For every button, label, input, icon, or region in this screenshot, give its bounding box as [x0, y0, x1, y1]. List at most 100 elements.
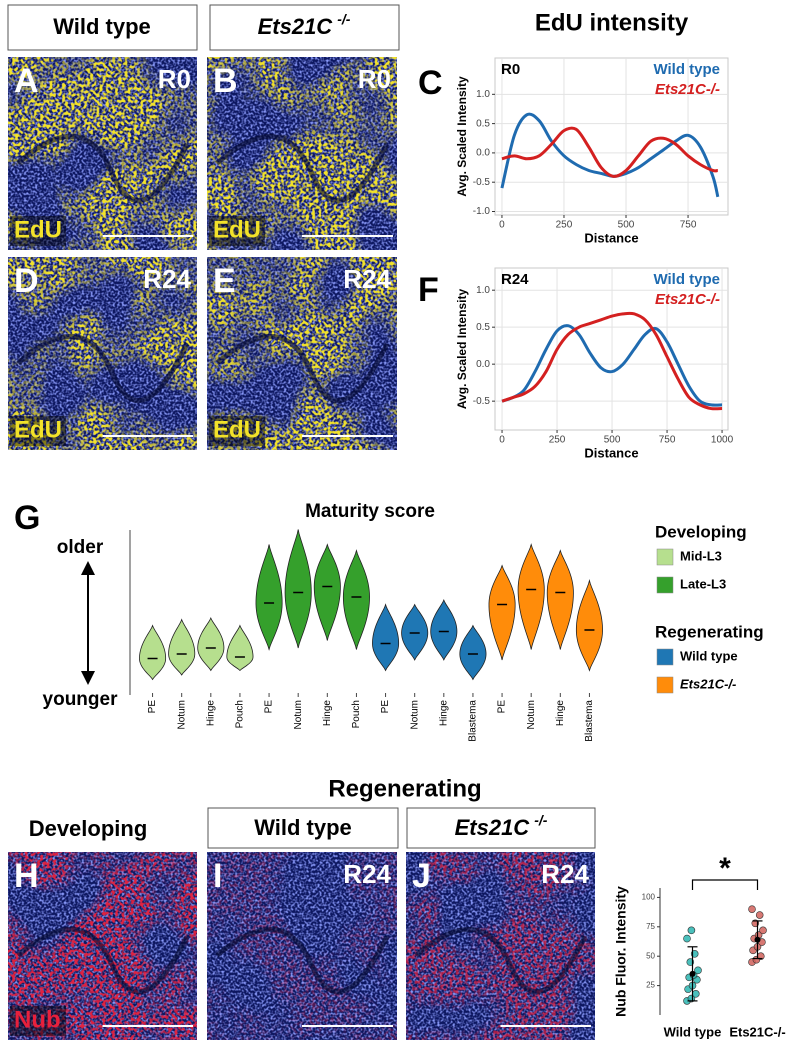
violin — [197, 617, 225, 672]
legend-title: Developing — [655, 522, 747, 541]
condition-label: R0 — [358, 64, 391, 94]
stain-label-bg — [209, 216, 265, 246]
header-mutant: Ets21C -/- — [455, 812, 548, 840]
x-tick-label: PE — [147, 700, 158, 714]
y-tick-label: 0.5 — [476, 118, 490, 129]
x-tick-label: Wild type — [664, 1024, 722, 1039]
header-wild-type: Wild type — [53, 14, 151, 39]
y-tick-label: 1.0 — [476, 89, 490, 100]
condition-label: R0 — [158, 64, 191, 94]
x-tick-label: Notum — [409, 700, 420, 729]
legend-label: Ets21C-/- — [680, 676, 736, 691]
x-tick-label: 750 — [680, 220, 697, 231]
series-line — [501, 311, 723, 411]
chart-title: Maturity score — [305, 501, 435, 522]
y-axis-label: Avg. Scaled Intensity — [455, 289, 469, 410]
stain-label-bg — [10, 216, 66, 246]
data-point — [748, 905, 756, 913]
legend-swatch — [656, 648, 674, 666]
gene-name: Ets21C — [258, 14, 334, 39]
x-tick-label: 1000 — [711, 435, 734, 446]
x-axis-label: Distance — [584, 230, 638, 245]
legend-title: Regenerating — [655, 622, 764, 641]
x-tick-label: 500 — [604, 435, 621, 446]
x-tick-label: Notum — [526, 700, 537, 729]
significance-bracket — [691, 879, 759, 890]
tissue-fold — [16, 927, 190, 995]
x-tick-label: PE — [380, 700, 391, 714]
violin — [517, 543, 545, 650]
stain-label-bg — [209, 416, 265, 446]
violin — [546, 549, 574, 650]
x-tick-label: 250 — [556, 220, 573, 231]
tissue-fold — [215, 334, 390, 403]
header-box — [7, 4, 198, 51]
y-top-label: older — [57, 537, 104, 558]
stain-label-bg — [10, 416, 66, 446]
header-box — [209, 4, 400, 51]
legend-label: Wild type — [653, 271, 720, 288]
data-point — [755, 911, 764, 919]
x-tick-label: PE — [264, 700, 275, 714]
x-tick-label: PE — [497, 700, 508, 714]
y-tick-label: 0.0 — [476, 148, 490, 159]
y-axis-label: Nub Fluor. Intensity — [613, 886, 629, 1017]
series-line — [501, 126, 719, 178]
x-tick-label: 500 — [618, 220, 635, 231]
violin — [313, 543, 341, 641]
x-tick-label: Hinge — [205, 700, 216, 727]
violin — [488, 564, 516, 661]
y-tick-label: 100 — [642, 893, 656, 902]
tissue-fold — [16, 334, 190, 403]
panel-letter: C — [418, 64, 443, 102]
x-axis-label: Distance — [584, 445, 638, 460]
x-tick-label: Pouch — [235, 700, 246, 728]
y-tick-label: 75 — [646, 922, 655, 931]
y-tick-label: -1.0 — [473, 206, 491, 217]
y-bottom-label: younger — [43, 689, 119, 710]
x-tick-label: Notum — [176, 700, 187, 729]
x-tick-label: Hinge — [555, 700, 566, 727]
x-tick-label: Notum — [293, 700, 304, 729]
violin — [284, 529, 312, 649]
tissue-fold — [414, 927, 588, 995]
legend-label: Wild type — [653, 61, 720, 78]
legend-swatch — [656, 676, 674, 694]
y-tick-label: 1.0 — [476, 285, 490, 296]
violin — [575, 578, 603, 672]
genotype: -/- — [337, 11, 351, 27]
header-box — [406, 807, 596, 849]
condition-label: R24 — [143, 264, 191, 294]
x-tick-label: Hinge — [438, 700, 449, 727]
series-line — [501, 324, 723, 407]
violin — [168, 618, 196, 676]
data-point — [687, 994, 696, 1003]
stain-label: EdU — [14, 416, 62, 443]
violin — [139, 624, 167, 681]
significance-label: * — [719, 852, 731, 885]
x-tick-label: Hinge — [322, 700, 333, 727]
legend-label: Late-L3 — [680, 576, 726, 591]
tissue-fold — [16, 134, 190, 203]
legend-label: Ets21C-/- — [655, 291, 720, 308]
violin — [372, 603, 400, 672]
condition-label: R24 — [541, 859, 589, 889]
y-tick-label: 25 — [646, 981, 655, 990]
x-tick-label: Blastema — [468, 700, 479, 742]
y-axis-label: Avg. Scaled Intensity — [455, 76, 469, 197]
section-title: Regenerating — [328, 775, 481, 802]
x-tick-label: Pouch — [351, 700, 362, 728]
legend-label: Wild type — [680, 648, 738, 663]
y-tick-label: 0.0 — [476, 359, 490, 370]
panel-letter: J — [412, 857, 431, 895]
stain-label: EdU — [14, 216, 62, 243]
plot-panel — [494, 267, 729, 431]
y-tick-label: 50 — [646, 951, 655, 960]
violin — [459, 624, 487, 681]
panel-letter: D — [14, 262, 39, 300]
panel-annotation: R0 — [501, 61, 520, 78]
x-tick-label: Blastema — [584, 700, 595, 742]
condition-label: R24 — [343, 859, 391, 889]
violin — [342, 549, 370, 650]
